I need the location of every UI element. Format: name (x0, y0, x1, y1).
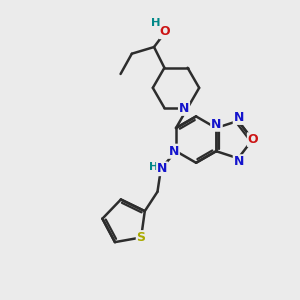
Text: O: O (248, 133, 258, 146)
Text: N: N (234, 155, 244, 168)
Text: O: O (160, 25, 170, 38)
Text: H: H (149, 162, 158, 172)
Text: N: N (157, 162, 167, 175)
Text: N: N (168, 145, 179, 158)
Text: H: H (151, 18, 160, 28)
Text: N: N (211, 118, 222, 130)
Text: N: N (234, 111, 244, 124)
Text: S: S (136, 231, 146, 244)
Text: N: N (179, 102, 189, 115)
Text: N: N (168, 145, 179, 158)
Text: N: N (211, 118, 222, 130)
